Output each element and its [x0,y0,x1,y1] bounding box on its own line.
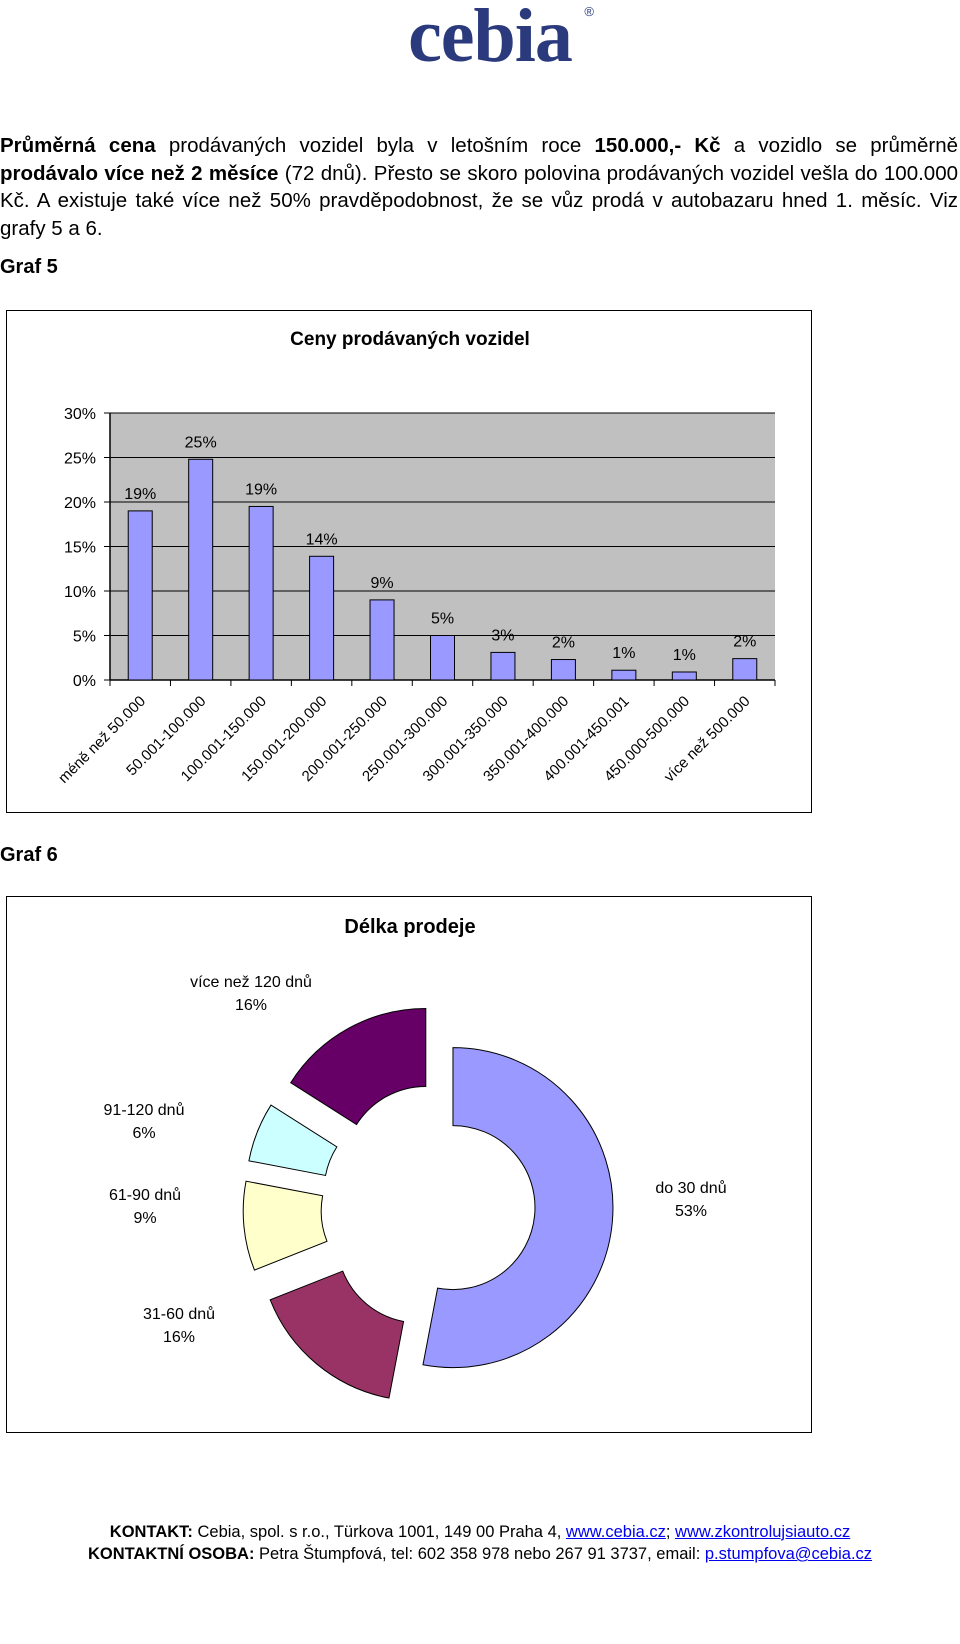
bar [732,658,758,681]
slice-label: do 30 dnů [655,1179,726,1197]
footer-contact: KONTAKT: Cebia, spol. s r.o., Türkova 10… [0,1521,960,1543]
footer-contact-label: KONTAKT: [109,1523,193,1541]
sales-length-chart-svg: Délka prodeje do 30 dnů 53% 31-60 dnů 16% 61… [104,916,727,1399]
bar-value-label: 14% [306,531,338,548]
cebia-logo: cebia ® [390,0,594,78]
bar-value-label: 19% [245,481,277,498]
bar [248,505,274,681]
zkontrolujsiauto-link[interactable]: www.zkontrolujsiauto.cz [675,1523,851,1541]
bar-value-label: 3% [491,627,514,644]
intro-text-1: prodávaných vozidel byla v letošním roce [155,134,595,157]
price-chart-title: Ceny prodávaných vozidel [290,329,530,350]
bar [550,659,576,681]
doughnut-slice [422,1047,614,1369]
y-tick-label: 20% [64,495,96,512]
price-chart-svg: Ceny prodávaných vozidel 0% 5% 10% 15% 20% 25… [55,329,776,787]
y-tick-label: 5% [73,629,96,646]
sales-length-chart: Délka prodeje do 30 dnů 53% 31-60 dnů 16% 61… [6,896,812,1433]
y-tick-label: 30% [64,406,96,423]
footer-separator: ; [665,1523,676,1541]
email-link[interactable]: p.stumpfova@cebia.cz [704,1545,873,1563]
slice-label: více než 120 dnů [190,973,312,991]
bar [369,599,395,681]
bar [127,510,153,681]
intro-bold-1: Průměrná cena [0,134,156,157]
y-tick-label: 0% [73,673,96,690]
bar-value-label: 2% [552,635,575,652]
bar-value-label: 1% [612,645,635,662]
bar [490,651,516,681]
doughnut-slice [242,1180,328,1271]
intro-paragraph: Průměrná cena prodávaných vozidel byla v… [0,132,958,242]
bar [671,671,697,681]
bar [430,635,455,681]
price-chart: Ceny prodávaných vozidel 0% 5% 10% 15% 20% 25… [6,310,812,813]
footer-person: KONTAKTNÍ OSOBA: Petra Štumpfová, tel: 6… [0,1543,960,1565]
slice-label: 61-90 dnů [109,1186,181,1204]
bar-value-label: 2% [733,634,756,651]
bar-value-label: 9% [370,575,393,592]
graf6-label: Graf 6 [0,844,58,866]
y-tick-label: 10% [64,584,96,601]
doughnut-slice [269,1270,405,1399]
bar-value-label: 1% [673,647,696,664]
doughnut-slice [290,1007,427,1126]
doughnut-slice [248,1104,338,1177]
slice-value-label: 53% [675,1203,707,1220]
slice-label: 31-60 dnů [143,1305,215,1323]
bar-value-label: 5% [431,611,454,628]
bar [188,458,214,681]
sales-length-chart-title: Délka prodeje [344,916,475,938]
slice-value-label: 16% [163,1329,195,1346]
footer-person-label: KONTAKTNÍ OSOBA: [87,1545,255,1563]
logo-text: cebia [408,0,573,78]
intro-bold-2: 150.000,- Kč [594,134,721,157]
intro-text-3: (72 dnů). Přesto se skoro polovina prodá… [0,161,958,240]
bar [309,555,335,681]
registered-mark: ® [584,4,594,19]
y-tick-label: 25% [64,451,96,468]
slice-value-label: 16% [235,997,267,1014]
bar [611,669,637,681]
footer-person-text: Petra Štumpfová, tel: 602 358 978 nebo 2… [254,1545,705,1563]
y-tick-label: 15% [64,540,96,557]
cebia-link[interactable]: www.cebia.cz [565,1523,666,1541]
slice-value-label: 6% [132,1125,155,1142]
intro-text-2: a vozidlo se průměrně [720,134,958,157]
bar-value-label: 19% [124,486,156,503]
slice-value-label: 9% [133,1210,156,1227]
footer-address: Cebia, spol. s r.o., Türkova 1001, 149 0… [192,1523,566,1541]
graf5-label: Graf 5 [0,256,58,278]
bar-value-label: 25% [185,434,217,451]
intro-bold-3: prodávalo více než 2 měsíce [0,161,279,185]
slice-label: 91-120 dnů [104,1101,185,1119]
